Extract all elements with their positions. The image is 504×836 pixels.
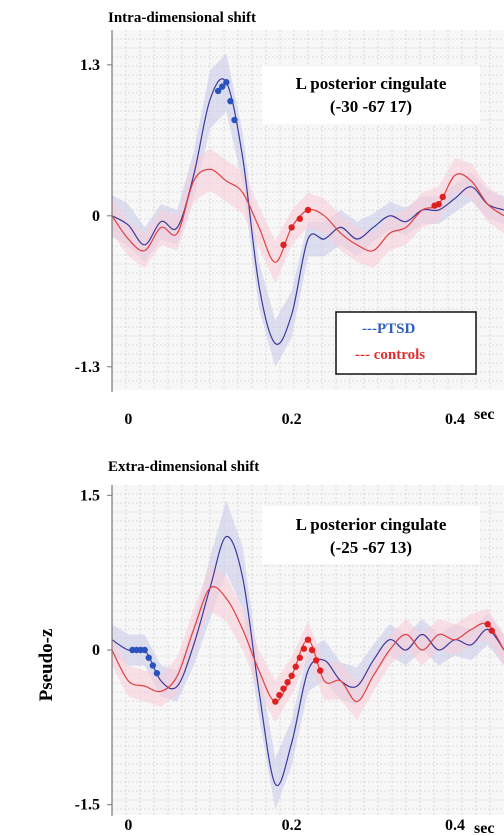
x-tick-label: 0.4 [445,411,465,428]
controls-confidence-band [112,148,504,284]
controls-significance-marker [296,215,304,222]
x-ticks: 0 0.2 0.4 [124,411,465,428]
annotation-region: L posterior cingulate [296,515,447,534]
annotation-box [262,506,480,564]
y-tick-label: -1.5 [75,797,100,814]
confidence-bands [112,500,504,810]
ptsd-significance-marker [227,97,234,105]
controls-significance-marker [488,627,495,634]
y-tick-label: 0 [92,642,100,659]
x-tick-label: 0.2 [282,817,302,834]
panel-extra-dimensional: Extra-dimensional shift -1.5 0 1.5 0 0.2 0.4… [75,459,504,836]
significance-markers [214,79,446,249]
roi-annotation: L posterior cingulate (-25 -67 13) [262,506,480,564]
controls-significance-marker [296,654,304,661]
y-ticks: -1.5 0 1.5 [75,487,112,814]
controls-significance-marker [284,679,291,686]
panel-title: Extra-dimensional shift [108,459,259,475]
annotation-region: L posterior cingulate [296,74,447,93]
controls-significance-marker [288,672,295,679]
x-axis-label: sec [474,406,494,423]
controls-significance-marker [317,667,324,674]
controls-significance-marker [300,645,308,652]
ptsd-significance-marker [214,87,222,95]
ptsd-significance-marker [141,646,148,654]
controls-significance-marker [304,636,312,643]
controls-significance-marker [280,241,287,249]
controls-significance-marker [439,193,446,201]
legend-ptsd: ---PTSD [362,321,415,337]
legend: ---PTSD --- controls [335,311,477,375]
controls-significance-marker [276,691,283,699]
ptsd-significance-marker [145,654,152,661]
x-tick-label: 0 [124,817,132,834]
controls-significance-marker [280,685,287,692]
controls-significance-marker [312,657,320,664]
x-axis-label: sec [474,820,494,836]
controls-significance-marker [288,224,295,231]
y-tick-label: -1.3 [75,359,100,376]
controls-significance-marker [292,663,299,670]
panel-title: Intra-dimensional shift [108,10,256,26]
roi-annotation: L posterior cingulate (-30 -67 17) [262,66,480,124]
x-tick-label: 0.2 [282,411,302,428]
controls-significance-marker [304,206,312,214]
annotation-coordinates: (-30 -67 17) [330,97,412,116]
y-tick-label: 0 [92,208,100,225]
annotation-coordinates: (-25 -67 13) [330,538,412,557]
y-tick-label: 1.5 [80,487,100,504]
significance-markers [129,621,495,705]
controls-confidence-band [112,565,504,723]
ptsd-line [112,78,504,345]
ptsd-significance-marker [149,662,157,669]
ptsd-significance-marker [219,83,226,90]
controls-significance-marker [272,698,279,705]
x-ticks: 0 0.2 0.4 [124,817,465,834]
x-tick-label: 0 [124,411,132,428]
legend-controls: --- controls [355,347,425,363]
x-tick-label: 0.4 [445,817,465,834]
ptsd-line [112,535,504,787]
panel-intra-dimensional: Intra-dimensional shift -1.3 0 1.3 0 0.2 0.4… [75,10,504,428]
y-ticks: -1.3 0 1.3 [75,57,112,376]
legend-box [335,311,477,375]
annotation-box [262,66,480,124]
ptsd-significance-marker [153,670,161,677]
controls-significance-marker [435,200,442,208]
ptsd-significance-marker [231,116,238,124]
controls-significance-marker [308,646,316,654]
y-axis-label: Pseudo-z [36,628,57,701]
ptsd-significance-marker [223,79,230,86]
controls-significance-marker [484,621,491,628]
y-tick-label: 1.3 [80,57,100,74]
